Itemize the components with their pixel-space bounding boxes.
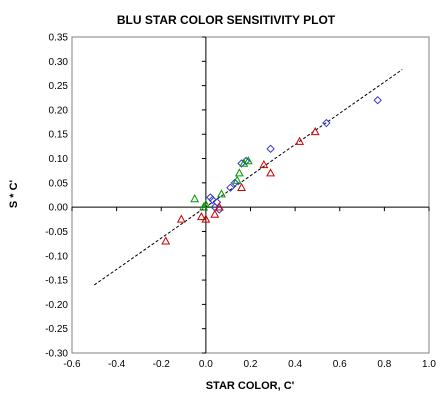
data-point (322, 118, 331, 128)
data-point (214, 202, 224, 211)
data-point (237, 159, 246, 168)
data-point (295, 136, 305, 145)
chart-title: BLU STAR COLOR SENSITIVITY PLOT (117, 13, 336, 27)
y-tick-label: -0.10 (45, 251, 68, 262)
y-tick-label: 0.35 (49, 33, 69, 44)
trendline (94, 69, 403, 286)
data-point (217, 189, 226, 198)
x-tick-label: 0.4 (288, 359, 302, 370)
data-point (201, 214, 211, 223)
data-point (206, 193, 215, 202)
data-point (373, 95, 382, 105)
data-point (234, 168, 244, 177)
y-tick-label: 0.15 (49, 130, 69, 141)
data-point (237, 182, 247, 192)
x-tick-label: 1.0 (422, 359, 436, 370)
y-tick-label: -0.25 (45, 324, 68, 335)
points-layer (161, 95, 382, 245)
y-tick-label: -0.05 (45, 227, 68, 238)
x-tick-label: 0.0 (199, 359, 213, 370)
y-tick-label: -0.15 (45, 276, 68, 287)
x-tick-label: 0.6 (333, 359, 347, 370)
y-tick-label: 0.00 (49, 203, 69, 214)
data-point (310, 126, 320, 136)
data-point (176, 214, 186, 223)
y-tick-label: 0.25 (49, 81, 69, 92)
y-tick-label: 0.30 (49, 57, 69, 68)
data-point (226, 183, 235, 192)
data-point (259, 160, 269, 169)
data-point (266, 168, 276, 177)
data-point (210, 209, 220, 218)
data-point (201, 199, 211, 209)
y-tick-label: 0.10 (49, 154, 69, 165)
y-axis-label: S * C' (8, 179, 20, 208)
axes-layer: -0.30 -0.25 -0.20 -0.15 -0.10 -0.05 0.00 0.05 0.… (45, 33, 436, 371)
y-tick-label: 0.05 (49, 178, 69, 189)
data-point (190, 194, 200, 203)
data-point (208, 195, 217, 205)
data-point (243, 156, 253, 165)
x-tick-label: -0.4 (108, 359, 126, 370)
x-tick-label: 0.2 (244, 359, 258, 370)
data-point (266, 144, 275, 154)
plot-area (71, 36, 430, 354)
x-tick-label: -0.6 (63, 359, 81, 370)
trendline-layer (94, 69, 403, 286)
y-tick-label: 0.20 (49, 105, 69, 116)
data-point (199, 202, 209, 211)
x-tick-label: 0.8 (377, 359, 391, 370)
data-point (196, 212, 206, 221)
y-tick-label: -0.20 (45, 300, 68, 311)
x-axis-label: STAR COLOR, C' (206, 380, 295, 392)
y-tick-label: -0.30 (45, 349, 68, 360)
data-point (161, 236, 171, 245)
x-tick-label: -0.2 (153, 359, 171, 370)
data-point (232, 175, 242, 184)
data-point (230, 178, 240, 188)
